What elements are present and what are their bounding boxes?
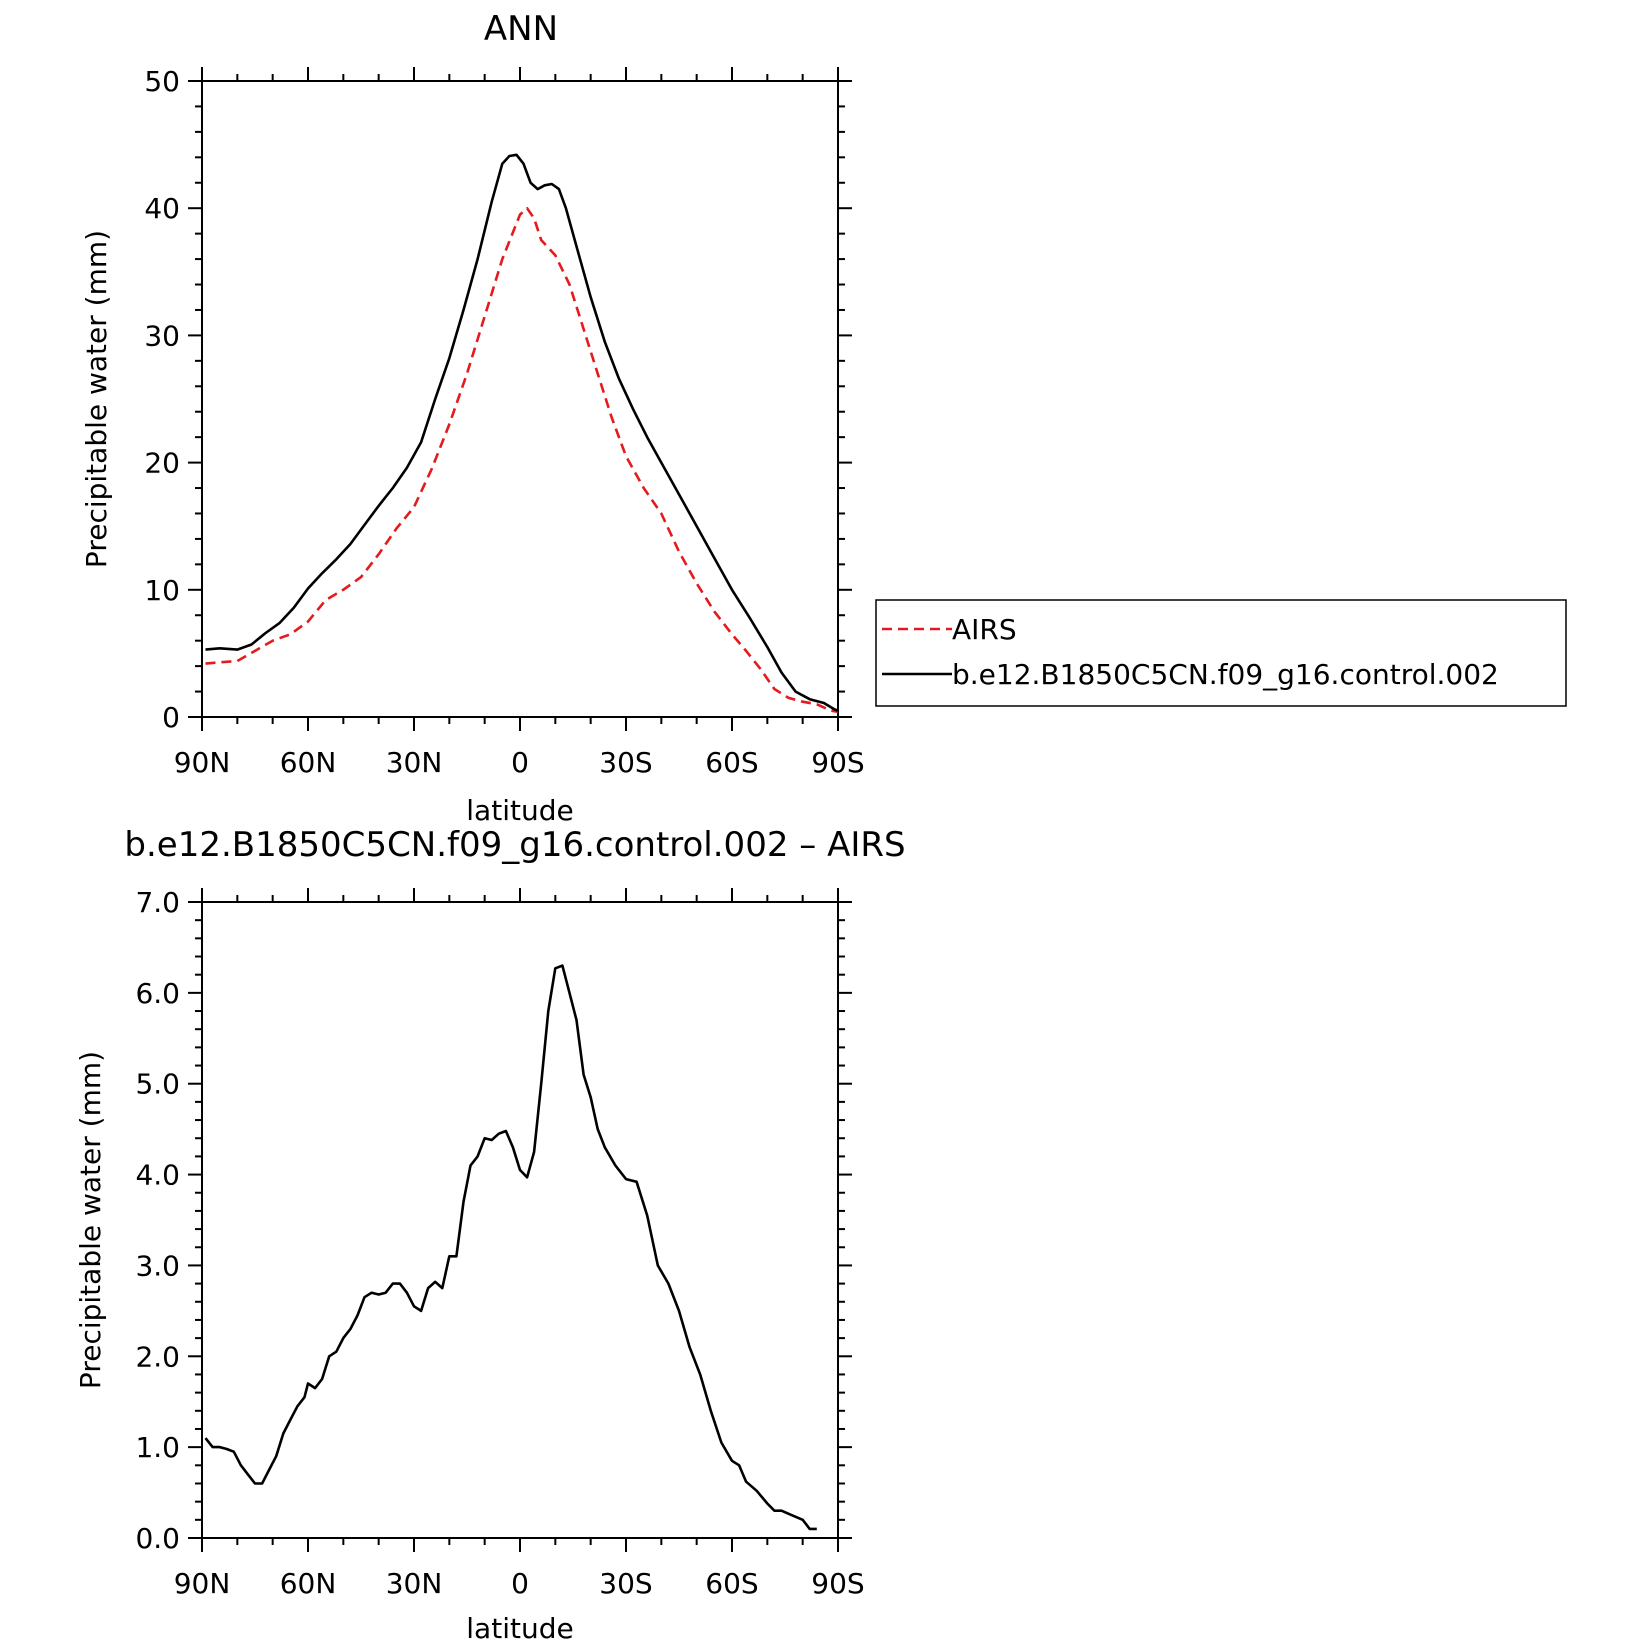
legend-label-model: b.e12.B1850C5CN.f09_g16.control.002 — [952, 658, 1499, 691]
bottom-plot-frame — [201, 901, 839, 1539]
top-x-tick-label: 60N — [280, 746, 337, 779]
bottom-y-axis-label: Precipitable water (mm) — [74, 1051, 107, 1389]
top-x-tick-label: 60S — [705, 746, 758, 779]
bottom-x-axis-label: latitude — [466, 1612, 573, 1641]
bottom-y-tick-label: 3.0 — [135, 1249, 180, 1282]
top-x-tick-label: 30S — [599, 746, 652, 779]
top-y-tick-label: 40 — [144, 192, 180, 225]
top-y-tick-label: 0 — [162, 701, 180, 734]
top-y-ticks: 0 10 20 30 40 50 — [144, 65, 852, 734]
bottom-x-ticks: 90N 60N 30N 0 30S 60S 90S — [174, 888, 865, 1600]
top-x-tick-label: 0 — [511, 746, 529, 779]
bottom-y-tick-label: 1.0 — [135, 1431, 180, 1464]
legend-label-airs: AIRS — [952, 613, 1017, 646]
top-y-tick-label: 20 — [144, 447, 180, 480]
top-plot-frame — [201, 80, 839, 718]
bottom-y-ticks: 0.0 1.0 2.0 3.0 4.0 5.0 6.0 7.0 — [135, 886, 852, 1555]
bottom-x-tick-label: 0 — [511, 1567, 529, 1600]
bottom-x-tick-label: 90S — [811, 1567, 864, 1600]
bottom-y-tick-label: 4.0 — [135, 1159, 180, 1192]
top-y-tick-label: 50 — [144, 65, 180, 98]
top-chart-title: ANN — [484, 9, 558, 49]
bottom-x-tick-label: 90N — [174, 1567, 231, 1600]
top-series-line-b-e12-b1850c5cn-f09-g16-control-002 — [205, 153, 839, 712]
bottom-x-tick-label: 30N — [386, 1567, 443, 1600]
bottom-y-tick-label: 6.0 — [135, 977, 180, 1010]
bottom-chart-panel: b.e12.B1850C5CN.f09_g16.control.002 – AI… — [74, 825, 906, 1641]
bottom-x-tick-label: 60S — [705, 1567, 758, 1600]
bottom-x-tick-label: 60N — [280, 1567, 337, 1600]
top-x-axis-label: latitude — [466, 794, 573, 827]
top-series-line-airs — [205, 206, 839, 714]
top-y-axis-label: Precipitable water (mm) — [80, 230, 113, 568]
top-x-ticks: 90N 60N 30N 0 30S 60S 90S — [174, 67, 865, 779]
bottom-y-tick-label: 0.0 — [135, 1522, 180, 1555]
bottom-x-tick-label: 30S — [599, 1567, 652, 1600]
bottom-series-line-difference — [204, 964, 817, 1531]
bottom-series — [204, 964, 817, 1531]
top-x-tick-label: 90S — [811, 746, 864, 779]
top-x-tick-label: 30N — [386, 746, 443, 779]
bottom-y-tick-label: 5.0 — [135, 1068, 180, 1101]
top-y-tick-label: 30 — [144, 319, 180, 352]
top-chart-legend: AIRS b.e12.B1850C5CN.f09_g16.control.002 — [875, 599, 1567, 707]
bottom-y-tick-label: 2.0 — [135, 1340, 180, 1373]
top-x-tick-label: 90N — [174, 746, 231, 779]
bottom-chart-title: b.e12.B1850C5CN.f09_g16.control.002 – AI… — [124, 825, 905, 865]
legend-box — [875, 599, 1567, 707]
top-series — [205, 153, 839, 714]
bottom-y-tick-label: 7.0 — [135, 886, 180, 919]
top-chart-panel: ANN 0 10 20 30 40 50 90N 60N 30N 0 30S 60S 90S Prec… — [80, 9, 1567, 827]
top-y-tick-label: 10 — [144, 574, 180, 607]
